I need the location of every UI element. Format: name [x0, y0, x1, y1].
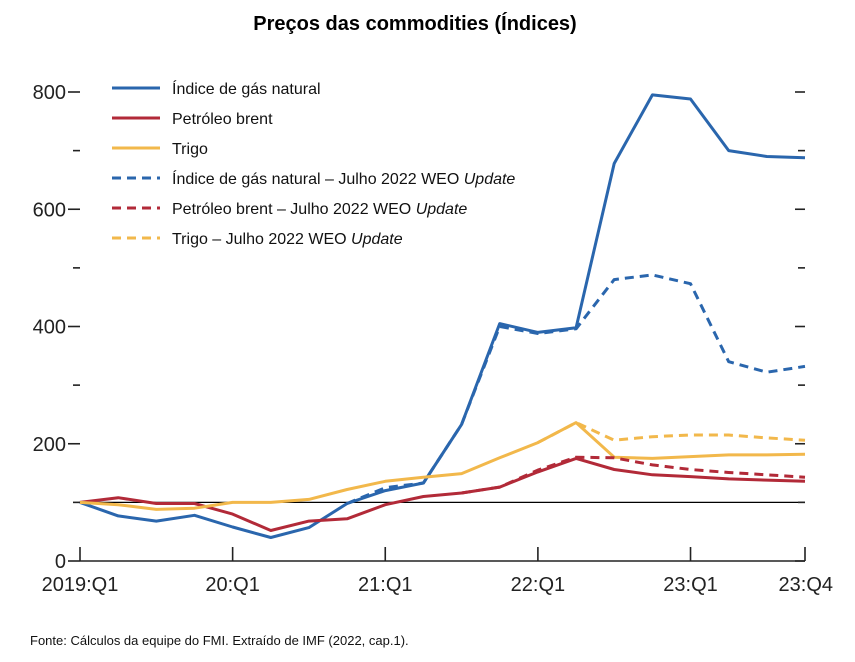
axes: 0 200 400 600 800 2019:Q1 20:Q1 21:Q1 22:Q1 23:Q1…: [33, 82, 833, 596]
series-lines: [79, 93, 806, 539]
x-tick-label: 20:Q1: [205, 574, 259, 596]
chart-title: Preços das commodities (Índices): [253, 12, 576, 35]
legend-label: Petróleo brent – Julho 2022 WEO Update: [172, 201, 467, 218]
x-tick-label: 21:Q1: [358, 574, 412, 596]
series-line-3: [346, 273, 806, 505]
legend-label: Petróleo brent: [172, 111, 273, 128]
y-tick-label: 200: [33, 434, 66, 456]
source-note: Fonte: Cálculos da equipe do FMI. Extraí…: [30, 633, 409, 648]
legend: Índice de gás natural Petróleo brent Trigo…: [112, 79, 515, 248]
series-line-0: [79, 93, 806, 539]
x-tick-label: 22:Q1: [511, 574, 565, 596]
legend-label: Índice de gás natural – Julho 2022 WEO U…: [172, 169, 515, 188]
x-tick-label: 23:Q1: [663, 574, 717, 596]
series-line-2: [79, 421, 806, 511]
y-tick-label: 400: [33, 317, 66, 339]
y-tick-label: 800: [33, 82, 66, 104]
y-tick-label: 0: [55, 551, 66, 573]
x-tick-label: 2019:Q1: [42, 574, 119, 596]
series-line-1: [79, 456, 806, 532]
series-line-5: [537, 421, 806, 444]
legend-label: Trigo – Julho 2022 WEO Update: [172, 231, 403, 248]
series-line-4: [461, 455, 806, 495]
legend-label: Índice de gás natural: [172, 79, 321, 98]
legend-label: Trigo: [172, 141, 208, 158]
x-tick-label: 23:Q4: [779, 574, 833, 596]
y-tick-label: 600: [33, 199, 66, 221]
